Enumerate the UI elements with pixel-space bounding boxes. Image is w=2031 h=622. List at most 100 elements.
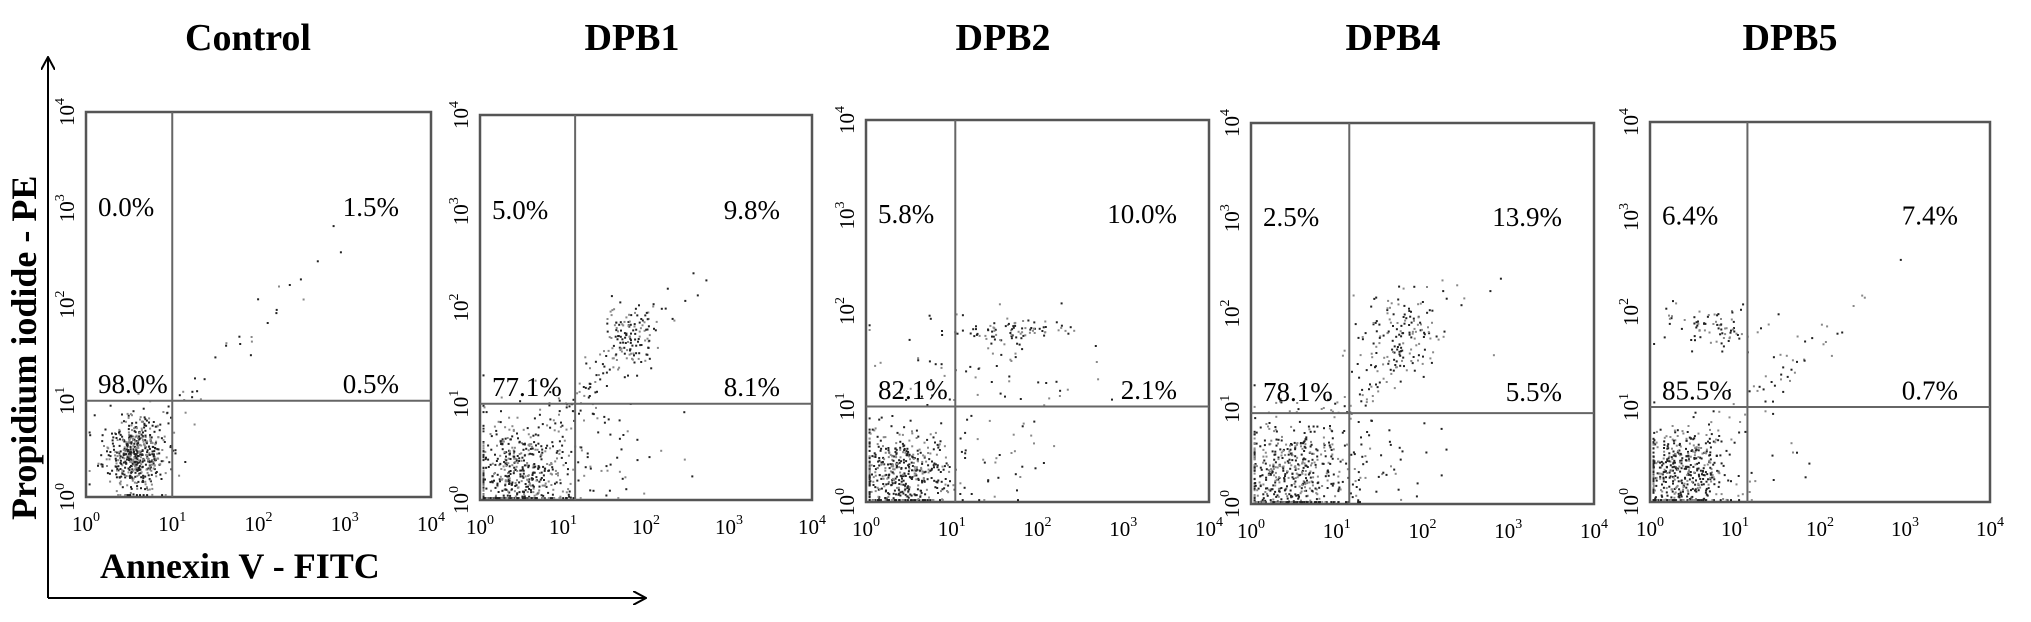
event-point bbox=[302, 298, 305, 301]
event-point bbox=[108, 472, 111, 475]
event-point bbox=[623, 346, 626, 349]
event-point bbox=[1686, 483, 1689, 486]
event-point bbox=[601, 363, 604, 366]
event-point bbox=[165, 456, 168, 459]
event-point bbox=[1680, 327, 1683, 330]
event-point bbox=[503, 496, 506, 499]
event-point bbox=[991, 335, 993, 338]
event-point bbox=[526, 462, 529, 464]
event-point bbox=[132, 493, 135, 496]
event-point bbox=[1294, 455, 1297, 458]
event-point bbox=[1370, 352, 1373, 355]
event-point bbox=[1680, 494, 1683, 496]
event-point bbox=[116, 439, 119, 441]
event-point bbox=[633, 325, 636, 328]
event-point bbox=[987, 347, 990, 350]
event-point bbox=[1314, 487, 1317, 490]
event-point bbox=[565, 406, 568, 409]
event-point bbox=[100, 463, 103, 466]
event-point bbox=[316, 260, 319, 263]
event-point bbox=[1666, 466, 1668, 469]
event-point bbox=[900, 460, 903, 463]
event-point bbox=[532, 485, 535, 488]
event-point bbox=[491, 497, 493, 500]
event-point bbox=[1269, 473, 1272, 475]
event-point bbox=[522, 490, 525, 493]
event-point bbox=[1357, 479, 1360, 481]
event-point bbox=[1304, 483, 1307, 486]
event-point bbox=[877, 488, 880, 491]
event-point bbox=[1673, 478, 1676, 481]
event-point bbox=[138, 450, 141, 453]
event-point bbox=[128, 433, 131, 436]
event-point bbox=[993, 338, 996, 341]
event-point bbox=[145, 486, 148, 489]
event-point bbox=[1391, 348, 1394, 351]
event-point bbox=[1275, 501, 1278, 504]
event-point bbox=[1423, 348, 1426, 351]
event-point bbox=[1380, 454, 1383, 457]
event-point bbox=[137, 473, 140, 476]
event-point bbox=[531, 445, 534, 448]
event-point bbox=[1339, 488, 1342, 491]
event-point bbox=[1253, 448, 1256, 451]
event-point bbox=[128, 435, 131, 438]
event-point bbox=[1361, 336, 1364, 338]
event-point bbox=[1711, 499, 1714, 502]
event-point bbox=[1668, 314, 1670, 317]
event-point bbox=[1302, 441, 1305, 444]
event-point bbox=[908, 467, 911, 470]
event-point bbox=[1688, 459, 1691, 462]
event-point bbox=[156, 448, 159, 451]
event-point bbox=[164, 494, 167, 497]
event-point bbox=[1803, 359, 1806, 362]
event-point bbox=[1323, 444, 1326, 447]
event-point bbox=[1707, 440, 1709, 443]
event-point bbox=[1652, 443, 1655, 446]
event-point bbox=[487, 466, 490, 468]
event-point bbox=[482, 450, 485, 453]
event-point bbox=[137, 480, 140, 483]
event-point bbox=[1713, 483, 1716, 486]
event-point bbox=[918, 499, 921, 502]
event-point bbox=[868, 493, 871, 496]
event-point bbox=[250, 336, 253, 338]
event-point bbox=[941, 465, 944, 468]
event-point bbox=[1705, 452, 1708, 455]
event-point bbox=[1681, 430, 1684, 433]
event-point bbox=[1777, 313, 1780, 316]
event-point bbox=[512, 428, 515, 431]
event-point bbox=[1652, 447, 1655, 450]
event-point bbox=[151, 424, 154, 427]
event-point bbox=[1706, 463, 1709, 466]
event-point bbox=[1369, 447, 1372, 450]
event-point bbox=[1430, 361, 1433, 364]
event-point bbox=[127, 431, 130, 434]
event-point bbox=[970, 414, 973, 417]
event-point bbox=[1260, 468, 1263, 471]
event-point bbox=[1695, 498, 1697, 500]
y-tick-label: 102 bbox=[1617, 298, 1643, 326]
event-point bbox=[1320, 408, 1323, 410]
event-point bbox=[1341, 458, 1344, 461]
event-point bbox=[870, 464, 873, 467]
event-point bbox=[880, 461, 883, 464]
event-point bbox=[129, 460, 132, 463]
event-point bbox=[1019, 332, 1022, 335]
event-point bbox=[647, 346, 650, 349]
event-point bbox=[123, 420, 125, 423]
event-point bbox=[908, 338, 911, 341]
event-point bbox=[1262, 497, 1265, 500]
event-point bbox=[1663, 454, 1666, 457]
event-point bbox=[897, 486, 900, 489]
event-point bbox=[648, 334, 651, 337]
y-tick-label: 100 bbox=[447, 486, 473, 514]
event-point bbox=[133, 442, 136, 445]
event-point bbox=[1675, 302, 1678, 305]
event-point bbox=[505, 497, 508, 500]
event-point bbox=[1301, 472, 1304, 475]
event-point bbox=[654, 329, 657, 332]
event-point bbox=[125, 462, 128, 465]
event-point bbox=[1387, 299, 1390, 302]
event-point bbox=[1703, 474, 1706, 477]
